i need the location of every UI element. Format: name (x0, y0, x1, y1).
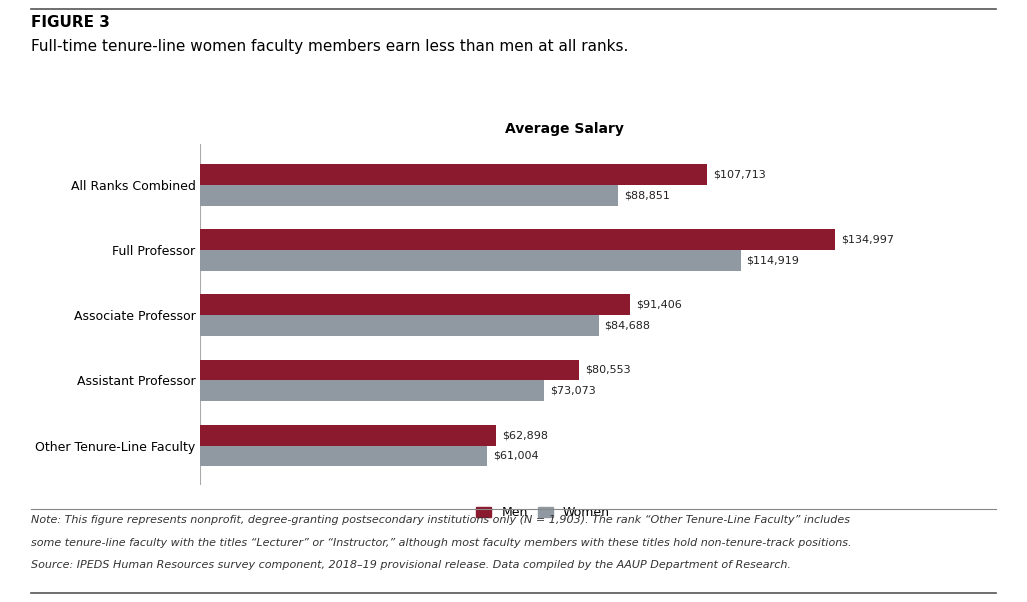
Text: $73,073: $73,073 (549, 386, 596, 396)
Text: $84,688: $84,688 (604, 321, 650, 330)
Bar (200, 185, 618, 206)
Bar (200, 380, 544, 401)
Text: $91,406: $91,406 (636, 300, 682, 310)
Text: $88,851: $88,851 (623, 190, 670, 200)
Text: $80,553: $80,553 (584, 365, 631, 375)
Bar (200, 229, 835, 250)
Bar (200, 424, 496, 445)
Text: Source: IPEDS Human Resources survey component, 2018–19 provisional release. Dat: Source: IPEDS Human Resources survey com… (31, 560, 791, 571)
Bar (200, 164, 707, 185)
Bar (200, 315, 599, 336)
Text: Note: This figure represents nonprofit, degree-granting postsecondary institutio: Note: This figure represents nonprofit, … (31, 515, 849, 525)
Text: $114,919: $114,919 (747, 255, 799, 265)
Text: FIGURE 3: FIGURE 3 (31, 15, 110, 30)
Text: $62,898: $62,898 (502, 430, 547, 440)
Text: $61,004: $61,004 (493, 451, 538, 461)
Text: $107,713: $107,713 (713, 169, 765, 179)
Bar (200, 359, 579, 380)
Text: Full-time tenure-line women faculty members earn less than men at all ranks.: Full-time tenure-line women faculty memb… (31, 39, 629, 54)
Bar (200, 445, 487, 467)
Title: Average Salary: Average Salary (505, 122, 624, 137)
Legend: Men, Women: Men, Women (471, 501, 615, 524)
Bar (200, 250, 740, 271)
Bar (200, 294, 631, 315)
Text: $134,997: $134,997 (841, 235, 893, 244)
Text: some tenure-line faculty with the titles “Lecturer” or “Instructor,” although mo: some tenure-line faculty with the titles… (31, 538, 851, 548)
